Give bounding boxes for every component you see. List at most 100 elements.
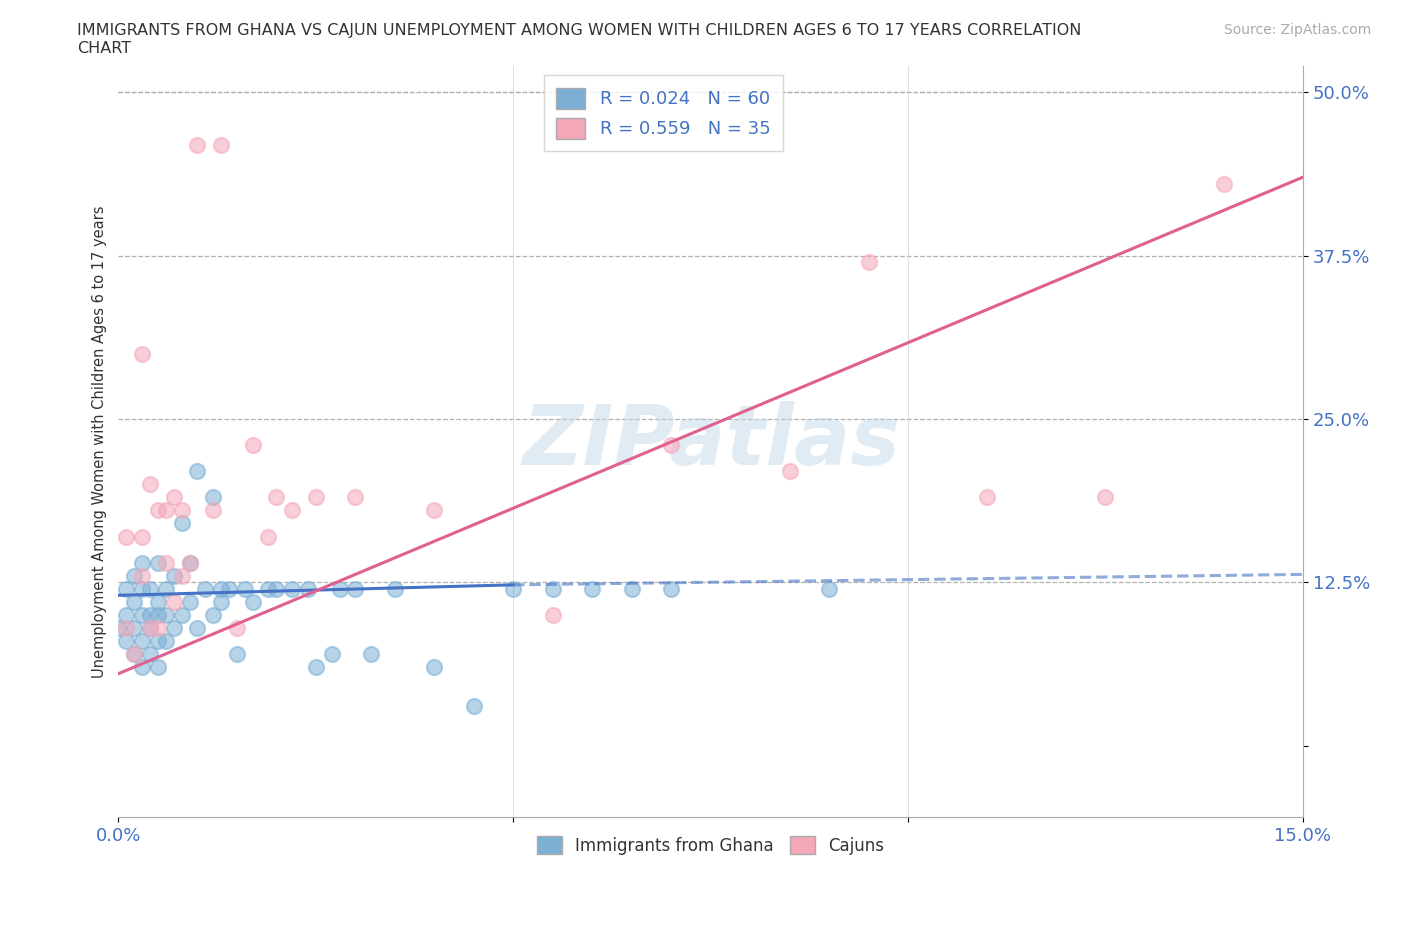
Point bbox=[122, 568, 145, 583]
Point bbox=[328, 581, 350, 596]
Point bbox=[659, 438, 682, 453]
Point bbox=[170, 568, 193, 583]
Point bbox=[155, 555, 177, 570]
Point bbox=[202, 503, 225, 518]
Point bbox=[163, 490, 186, 505]
Point bbox=[122, 646, 145, 661]
Point bbox=[131, 581, 153, 596]
Point bbox=[225, 646, 247, 661]
Point bbox=[423, 503, 446, 518]
Point bbox=[115, 581, 138, 596]
Point bbox=[818, 581, 841, 596]
Point bbox=[131, 555, 153, 570]
Point bbox=[163, 568, 186, 583]
Point bbox=[344, 581, 367, 596]
Point bbox=[502, 581, 524, 596]
Point bbox=[163, 620, 186, 635]
Point bbox=[170, 503, 193, 518]
Point bbox=[155, 607, 177, 622]
Point bbox=[242, 438, 264, 453]
Point bbox=[297, 581, 319, 596]
Point bbox=[194, 581, 217, 596]
Point bbox=[146, 503, 169, 518]
Point bbox=[146, 659, 169, 674]
Point bbox=[146, 633, 169, 648]
Point bbox=[131, 659, 153, 674]
Point bbox=[344, 490, 367, 505]
Point bbox=[541, 607, 564, 622]
Point bbox=[218, 581, 240, 596]
Point bbox=[659, 581, 682, 596]
Point bbox=[779, 464, 801, 479]
Point bbox=[146, 607, 169, 622]
Point bbox=[131, 529, 153, 544]
Point bbox=[620, 581, 643, 596]
Point bbox=[170, 516, 193, 531]
Text: ZIPatlas: ZIPatlas bbox=[522, 401, 900, 483]
Point bbox=[266, 581, 288, 596]
Point bbox=[976, 490, 998, 505]
Point bbox=[281, 503, 304, 518]
Point bbox=[186, 620, 208, 635]
Point bbox=[155, 503, 177, 518]
Point bbox=[115, 633, 138, 648]
Point bbox=[179, 594, 201, 609]
Point bbox=[257, 529, 280, 544]
Point bbox=[115, 620, 138, 635]
Point bbox=[146, 620, 169, 635]
Point bbox=[202, 607, 225, 622]
Point bbox=[122, 594, 145, 609]
Point bbox=[170, 607, 193, 622]
Point bbox=[146, 555, 169, 570]
Point bbox=[1212, 177, 1234, 192]
Point bbox=[360, 646, 382, 661]
Text: Source: ZipAtlas.com: Source: ZipAtlas.com bbox=[1223, 23, 1371, 37]
Point bbox=[321, 646, 343, 661]
Point bbox=[131, 568, 153, 583]
Point bbox=[281, 581, 304, 596]
Point bbox=[305, 490, 328, 505]
Point bbox=[107, 620, 129, 635]
Point bbox=[122, 620, 145, 635]
Point bbox=[131, 633, 153, 648]
Point bbox=[115, 529, 138, 544]
Point bbox=[139, 607, 162, 622]
Point bbox=[581, 581, 603, 596]
Point bbox=[131, 346, 153, 361]
Point bbox=[155, 633, 177, 648]
Point bbox=[384, 581, 406, 596]
Point bbox=[139, 620, 162, 635]
Point bbox=[163, 594, 186, 609]
Point bbox=[463, 699, 485, 714]
Point bbox=[225, 620, 247, 635]
Point bbox=[541, 581, 564, 596]
Point bbox=[858, 255, 880, 270]
Point bbox=[139, 620, 162, 635]
Point bbox=[139, 581, 162, 596]
Point bbox=[115, 607, 138, 622]
Point bbox=[242, 594, 264, 609]
Point bbox=[139, 646, 162, 661]
Point bbox=[155, 581, 177, 596]
Y-axis label: Unemployment Among Women with Children Ages 6 to 17 years: Unemployment Among Women with Children A… bbox=[93, 206, 107, 678]
Point bbox=[179, 555, 201, 570]
Point bbox=[186, 137, 208, 152]
Text: IMMIGRANTS FROM GHANA VS CAJUN UNEMPLOYMENT AMONG WOMEN WITH CHILDREN AGES 6 TO : IMMIGRANTS FROM GHANA VS CAJUN UNEMPLOYM… bbox=[77, 23, 1081, 38]
Legend: Immigrants from Ghana, Cajuns: Immigrants from Ghana, Cajuns bbox=[530, 830, 891, 862]
Point bbox=[233, 581, 256, 596]
Point bbox=[179, 555, 201, 570]
Point bbox=[209, 594, 232, 609]
Point bbox=[209, 581, 232, 596]
Text: CHART: CHART bbox=[77, 41, 131, 56]
Point bbox=[186, 464, 208, 479]
Point bbox=[131, 607, 153, 622]
Point bbox=[202, 490, 225, 505]
Point bbox=[257, 581, 280, 596]
Point bbox=[423, 659, 446, 674]
Point bbox=[122, 646, 145, 661]
Point bbox=[139, 477, 162, 492]
Point bbox=[146, 594, 169, 609]
Point bbox=[1094, 490, 1116, 505]
Point bbox=[305, 659, 328, 674]
Point bbox=[266, 490, 288, 505]
